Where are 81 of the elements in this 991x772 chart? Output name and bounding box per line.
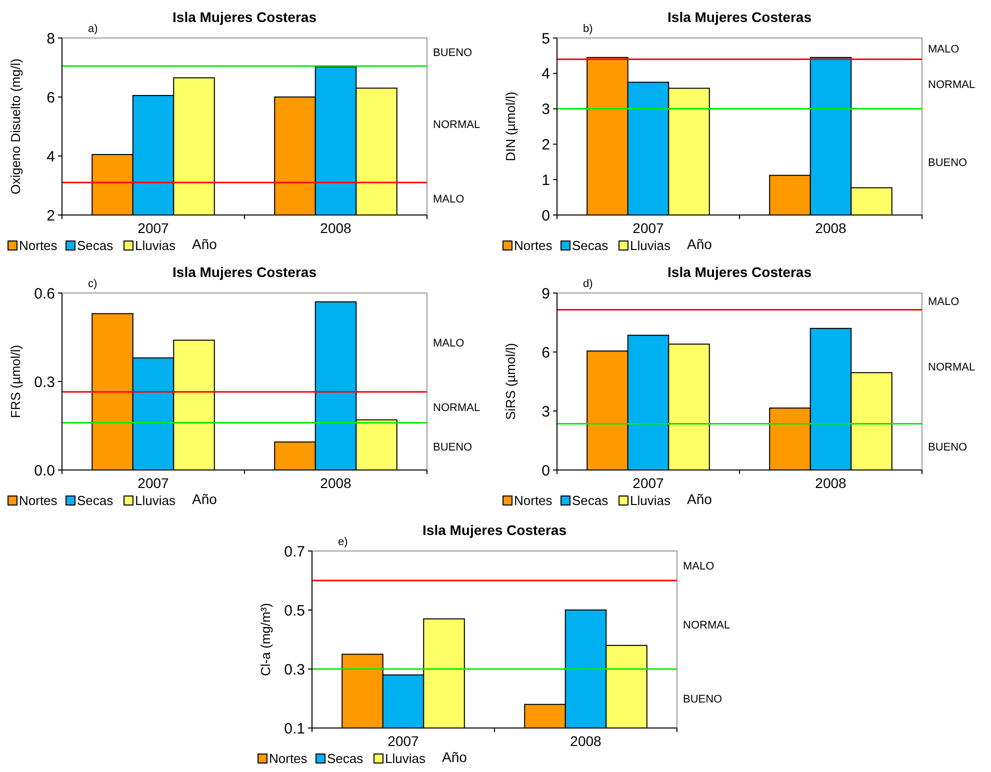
y-tick-label: 3 [542, 101, 550, 118]
y-tick-label: 2 [46, 207, 55, 224]
x-tick-label: 2008 [320, 475, 352, 491]
chart-title: Isla Mujeres Costeras [172, 9, 317, 25]
y-tick-label: 0 [542, 462, 550, 480]
y-tick-label: 0.5 [284, 602, 305, 620]
y-axis-title: FRS (µmol/l) [8, 344, 23, 418]
y-tick-label: 1 [542, 172, 550, 189]
text: MALO [433, 194, 465, 206]
x-tick-label: 2008 [570, 733, 602, 749]
legend-label: Secas [77, 493, 114, 508]
chart-title: Isla Mujeres Costeras [668, 264, 812, 280]
legend-label: Lluvias [135, 493, 176, 508]
y-tick-label: 3 [542, 403, 550, 420]
y-tick-label: 6 [542, 344, 550, 362]
text: a) [88, 23, 98, 35]
x-tick-label: 2007 [632, 475, 664, 491]
text: NORMAL [433, 119, 480, 132]
x-tick-label: 2007 [388, 733, 420, 749]
y-tick-label: 4 [542, 66, 550, 83]
x-axis-title: Año [687, 236, 712, 252]
chart-title: Isla Mujeres Costeras [422, 522, 567, 538]
legend-label: Lluvias [385, 751, 426, 766]
chart-title: Isla Mujeres Costeras [668, 9, 812, 25]
x-tick-label: 2007 [138, 475, 170, 491]
x-tick-label: 2007 [632, 220, 664, 236]
legend-label: Nortes [514, 238, 553, 253]
text: MALO [928, 296, 960, 308]
y-axis-title: Oxigeno Disuelto (mg/l) [8, 58, 23, 194]
y-tick-label: 0.3 [284, 661, 305, 678]
text: MALO [433, 337, 465, 350]
legend-label: Secas [572, 493, 609, 508]
text: NORMAL [433, 402, 480, 414]
text: BUENO [928, 156, 968, 169]
y-tick-label: 4 [46, 148, 55, 166]
y-tick-label: 0 [542, 207, 550, 224]
legend-label: Nortes [269, 751, 308, 766]
y-tick-label: 0.3 [34, 374, 55, 391]
text: NORMAL [683, 620, 730, 632]
y-tick-label: 0.1 [284, 720, 305, 738]
x-tick-label: 2007 [138, 220, 170, 236]
text: MALO [928, 43, 960, 56]
y-tick-label: 6 [46, 89, 55, 106]
legend-label: Secas [572, 238, 609, 253]
legend-label: Lluvias [135, 238, 176, 253]
y-axis-title: SiRS (µmol/l) [503, 343, 518, 420]
legend-label: Lluvias [630, 493, 671, 508]
text: b) [583, 23, 593, 35]
y-tick-label: 2 [542, 136, 550, 154]
chart-title: Isla Mujeres Costeras [172, 264, 317, 280]
text: NORMAL [928, 362, 976, 374]
x-tick-label: 2008 [815, 475, 847, 491]
x-axis-title: Año [192, 491, 218, 507]
x-axis-title: Año [442, 749, 468, 765]
legend-label: Secas [77, 238, 114, 253]
y-axis-title: Cl-a (mg/m³) [258, 603, 273, 676]
y-tick-label: 8 [46, 30, 55, 48]
text: d) [583, 278, 593, 290]
text: BUENO [683, 693, 723, 706]
y-tick-label: 9 [542, 285, 550, 302]
text: BUENO [928, 442, 968, 454]
y-axis-title: DIN (µmol/l) [503, 92, 518, 162]
legend-label: Lluvias [630, 238, 671, 253]
legend-label: Nortes [514, 493, 553, 508]
y-tick-label: 0.6 [34, 285, 55, 302]
text: MALO [683, 560, 715, 573]
text: e) [338, 536, 348, 548]
x-axis-title: Año [687, 491, 712, 507]
text: c) [88, 278, 98, 290]
x-tick-label: 2008 [320, 220, 352, 236]
y-tick-label: 0.0 [34, 462, 55, 480]
legend-label: Secas [327, 751, 364, 766]
x-axis-title: Año [192, 236, 218, 252]
legend-label: Nortes [19, 238, 58, 253]
text: NORMAL [928, 78, 976, 91]
y-tick-label: 0.7 [284, 543, 305, 560]
text: BUENO [433, 441, 473, 454]
y-tick-label: 5 [542, 30, 550, 48]
text: BUENO [433, 46, 473, 59]
legend-label: Nortes [19, 493, 58, 508]
x-tick-label: 2008 [815, 220, 847, 236]
